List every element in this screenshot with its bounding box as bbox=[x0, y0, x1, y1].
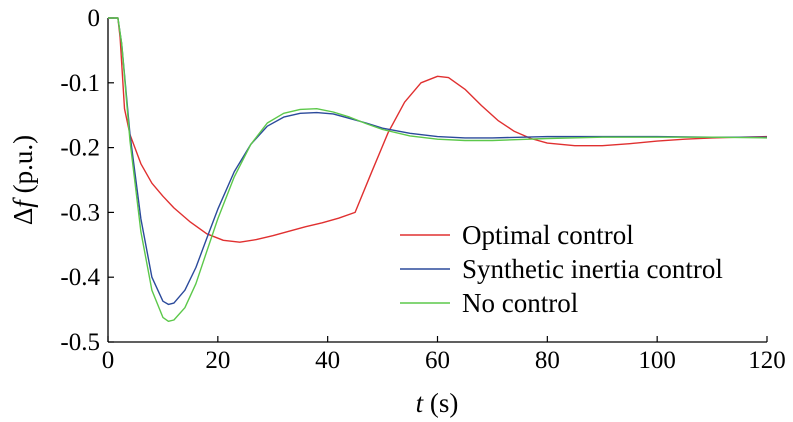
y-tick-label: -0.3 bbox=[60, 199, 100, 226]
x-tick-label: 120 bbox=[748, 347, 786, 374]
y-tick-label: -0.5 bbox=[60, 329, 100, 356]
y-tick-label: 0 bbox=[88, 5, 101, 32]
legend-label-no-control: No control bbox=[462, 288, 578, 318]
x-tick-label: 40 bbox=[315, 347, 340, 374]
legend-label-synthetic-inertia-control: Synthetic inertia control bbox=[462, 254, 723, 284]
x-tick-label: 60 bbox=[425, 347, 450, 374]
y-tick-label: -0.1 bbox=[60, 70, 100, 97]
series-line-no-control bbox=[108, 17, 768, 322]
x-tick-label: 80 bbox=[535, 347, 560, 374]
series-line-optimal-control bbox=[108, 17, 768, 243]
x-tick-label: 20 bbox=[205, 347, 230, 374]
series-layer bbox=[108, 17, 768, 322]
x-axis-title: t (s) bbox=[416, 388, 459, 418]
series-line-synthetic-inertia-control bbox=[108, 17, 767, 306]
axes: 0 20 40 60 80 100 120 0 -0.1 -0.2 -0.3 -0.4 -0.5 bbox=[60, 5, 785, 374]
legend-label-optimal-control: Optimal control bbox=[462, 220, 634, 250]
y-axis-title: Δf (p.u.) bbox=[8, 135, 38, 225]
x-tick-label: 100 bbox=[638, 347, 676, 374]
y-tick-label: -0.4 bbox=[60, 264, 100, 291]
y-tick-label: -0.2 bbox=[60, 135, 100, 162]
legend: Optimal control Synthetic inertia control… bbox=[400, 220, 723, 318]
x-tick-label: 0 bbox=[102, 347, 115, 374]
